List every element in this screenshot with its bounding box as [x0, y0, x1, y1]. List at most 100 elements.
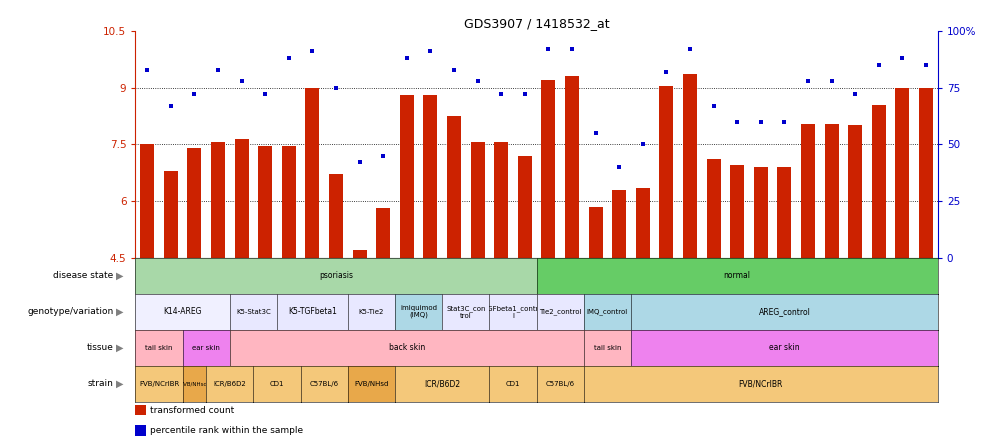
Point [304, 48, 320, 55]
Point [516, 91, 532, 98]
Text: K5-TGFbeta1: K5-TGFbeta1 [288, 307, 337, 316]
Text: CD1: CD1 [505, 381, 520, 387]
Point [657, 68, 673, 75]
Point [399, 55, 415, 62]
Point [800, 77, 816, 84]
Bar [400, 95, 414, 258]
Point [610, 163, 626, 170]
Text: C57BL/6: C57BL/6 [310, 381, 339, 387]
Bar [871, 105, 885, 258]
Bar [210, 143, 224, 258]
Text: ▶: ▶ [116, 307, 123, 317]
Bar [682, 75, 696, 258]
Text: FVB/NHsd: FVB/NHsd [354, 381, 388, 387]
Text: CD1: CD1 [270, 381, 284, 387]
Bar [187, 148, 201, 258]
Bar [895, 88, 909, 258]
Bar [611, 190, 625, 258]
Point [281, 55, 297, 62]
Point [681, 46, 697, 53]
Text: Tie2_control: Tie2_control [538, 308, 581, 315]
Text: ICR/B6D2: ICR/B6D2 [424, 379, 460, 388]
Text: K5-Stat3C: K5-Stat3C [235, 309, 271, 315]
Text: disease state: disease state [53, 271, 113, 280]
Text: tissue: tissue [86, 343, 113, 352]
Bar [258, 146, 272, 258]
Text: ear skin: ear skin [192, 345, 219, 351]
Point [162, 102, 178, 109]
Bar [423, 95, 437, 258]
Bar [517, 156, 531, 258]
Bar [729, 165, 743, 258]
Point [352, 159, 368, 166]
Point [540, 46, 556, 53]
Bar [918, 88, 932, 258]
Bar [848, 126, 862, 258]
Text: ▶: ▶ [116, 379, 123, 389]
Bar [163, 171, 177, 258]
Point [917, 62, 933, 69]
Point [446, 66, 462, 73]
Bar [824, 123, 838, 258]
Text: K5-Tie2: K5-Tie2 [359, 309, 384, 315]
Text: FVB/NCrIBR: FVB/NCrIBR [138, 381, 179, 387]
Point [186, 91, 202, 98]
Bar [352, 250, 367, 258]
Title: GDS3907 / 1418532_at: GDS3907 / 1418532_at [463, 17, 609, 30]
Point [233, 77, 249, 84]
Text: FVB/NHsd: FVB/NHsd [180, 381, 207, 386]
Bar [376, 209, 390, 258]
Point [870, 62, 886, 69]
Point [469, 77, 485, 84]
Point [328, 84, 344, 91]
Text: strain: strain [87, 379, 113, 388]
Bar [470, 143, 484, 258]
Text: ▶: ▶ [116, 343, 123, 353]
Bar [447, 116, 461, 258]
Bar [588, 206, 602, 258]
Bar [777, 167, 791, 258]
Bar [135, 425, 146, 436]
Text: K14-AREG: K14-AREG [163, 307, 201, 316]
Text: IMQ_control: IMQ_control [586, 308, 627, 315]
Point [704, 102, 720, 109]
Text: FVB/NCrIBR: FVB/NCrIBR [737, 379, 783, 388]
Point [209, 66, 225, 73]
Bar [658, 86, 672, 258]
Point [894, 55, 910, 62]
Point [823, 77, 839, 84]
Bar [564, 76, 578, 258]
Bar [753, 167, 768, 258]
Point [634, 141, 650, 148]
Bar [329, 174, 343, 258]
Bar [541, 80, 555, 258]
Point [776, 118, 792, 125]
Text: Stat3C_con
trol: Stat3C_con trol [446, 305, 485, 318]
Text: ICR/B6D2: ICR/B6D2 [213, 381, 245, 387]
Text: back skin: back skin [389, 343, 425, 352]
Text: percentile rank within the sample: percentile rank within the sample [150, 426, 304, 435]
Bar [705, 159, 720, 258]
Point [728, 118, 744, 125]
Text: TGFbeta1_contro
l: TGFbeta1_contro l [483, 305, 542, 318]
Bar [494, 143, 508, 258]
Text: ▶: ▶ [116, 270, 123, 281]
Text: ear skin: ear skin [769, 343, 799, 352]
Point [139, 66, 155, 73]
Text: imiquimod
(IMQ): imiquimod (IMQ) [400, 305, 437, 318]
Point [753, 118, 769, 125]
Bar [801, 123, 815, 258]
Point [563, 46, 579, 53]
Point [375, 152, 391, 159]
Text: normal: normal [723, 271, 749, 280]
Text: transformed count: transformed count [150, 406, 234, 415]
Point [587, 130, 603, 137]
Text: tail skin: tail skin [145, 345, 172, 351]
Bar [305, 88, 320, 258]
Bar [282, 146, 296, 258]
Text: C57BL/6: C57BL/6 [545, 381, 574, 387]
Point [422, 48, 438, 55]
Point [257, 91, 273, 98]
Point [847, 91, 863, 98]
Bar [635, 188, 649, 258]
